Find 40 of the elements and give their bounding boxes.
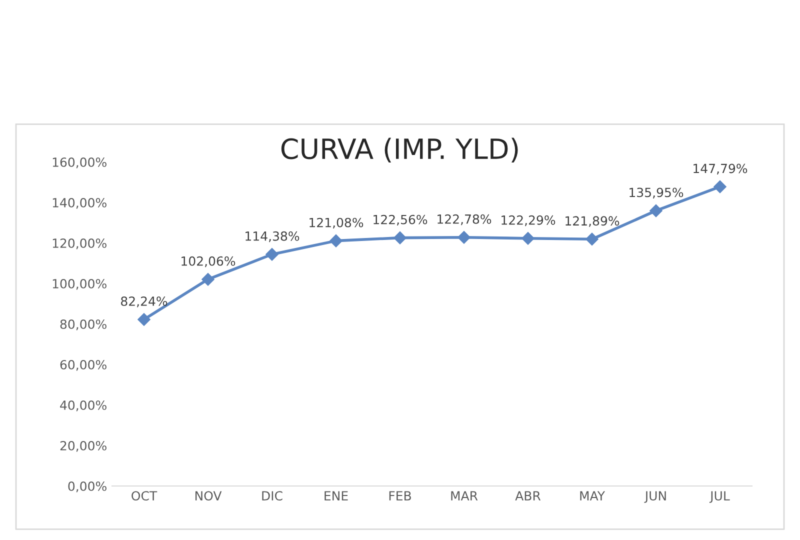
point — [586, 232, 598, 246]
x-tick-label: JUN — [644, 491, 666, 503]
chart-title: CURVA (IMP. YLD) — [281, 138, 518, 163]
y-tick-label: 100,00% — [52, 278, 106, 290]
x-tick-label: NOV — [195, 491, 222, 501]
y-tick-label: 160,00% — [52, 157, 106, 168]
x-tick-label: FEB — [389, 491, 411, 500]
y-tick-label: 0,00% — [68, 481, 106, 492]
point — [330, 234, 342, 248]
point — [394, 231, 406, 244]
data-label: 82,24% — [121, 296, 168, 308]
point — [458, 230, 470, 244]
point — [202, 272, 214, 286]
data-label: 122,78% — [438, 214, 492, 226]
data-label: 122,56% — [374, 214, 428, 226]
y-tick-label: 40,00% — [60, 400, 106, 412]
point — [138, 313, 150, 326]
y-tick-label: 140,00% — [52, 198, 106, 209]
y-tick-label: 60,00% — [60, 360, 106, 371]
x-tick-label: DIC — [262, 491, 282, 501]
data-label: 114,38% — [246, 231, 300, 242]
x-tick-label: ABR — [515, 491, 541, 500]
data-label: 135,95% — [630, 188, 684, 198]
point — [522, 232, 534, 245]
x-tick-label: OCT — [132, 491, 158, 501]
point — [714, 180, 726, 194]
x-tick-label: ENE — [324, 491, 348, 500]
point — [266, 248, 278, 261]
x-tick-label: MAY — [580, 491, 606, 500]
data-label: 102,06% — [182, 256, 236, 268]
y-tick-label: 20,00% — [60, 440, 106, 452]
x-tick-label: MAR — [451, 491, 478, 500]
data-label: 122,29% — [502, 215, 556, 226]
y-tick-label: 80,00% — [60, 319, 106, 330]
y-tick-label: 120,00% — [52, 238, 106, 250]
point — [650, 204, 662, 218]
data-label: 121,89% — [566, 216, 620, 227]
data-label: 121,08% — [310, 218, 364, 229]
data-label: 147,79% — [694, 164, 748, 174]
x-tick-label: JUL — [709, 491, 730, 503]
